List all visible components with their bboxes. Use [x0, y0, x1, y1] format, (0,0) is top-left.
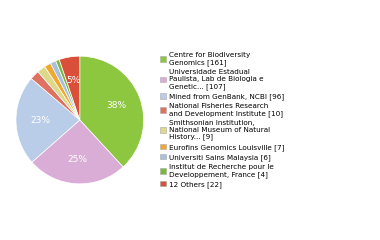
Wedge shape	[38, 67, 80, 120]
Text: 25%: 25%	[68, 155, 88, 164]
Text: 23%: 23%	[30, 116, 50, 125]
Wedge shape	[32, 120, 123, 184]
Legend: Centre for Biodiversity
Genomics [161], Universidade Estadual
Paulista, Lab de B: Centre for Biodiversity Genomics [161], …	[160, 52, 284, 188]
Text: 38%: 38%	[107, 101, 127, 110]
Wedge shape	[59, 56, 80, 120]
Wedge shape	[51, 61, 80, 120]
Wedge shape	[45, 63, 80, 120]
Wedge shape	[31, 72, 80, 120]
Text: 5%: 5%	[66, 77, 81, 85]
Wedge shape	[16, 78, 80, 162]
Wedge shape	[80, 56, 144, 167]
Wedge shape	[56, 60, 80, 120]
